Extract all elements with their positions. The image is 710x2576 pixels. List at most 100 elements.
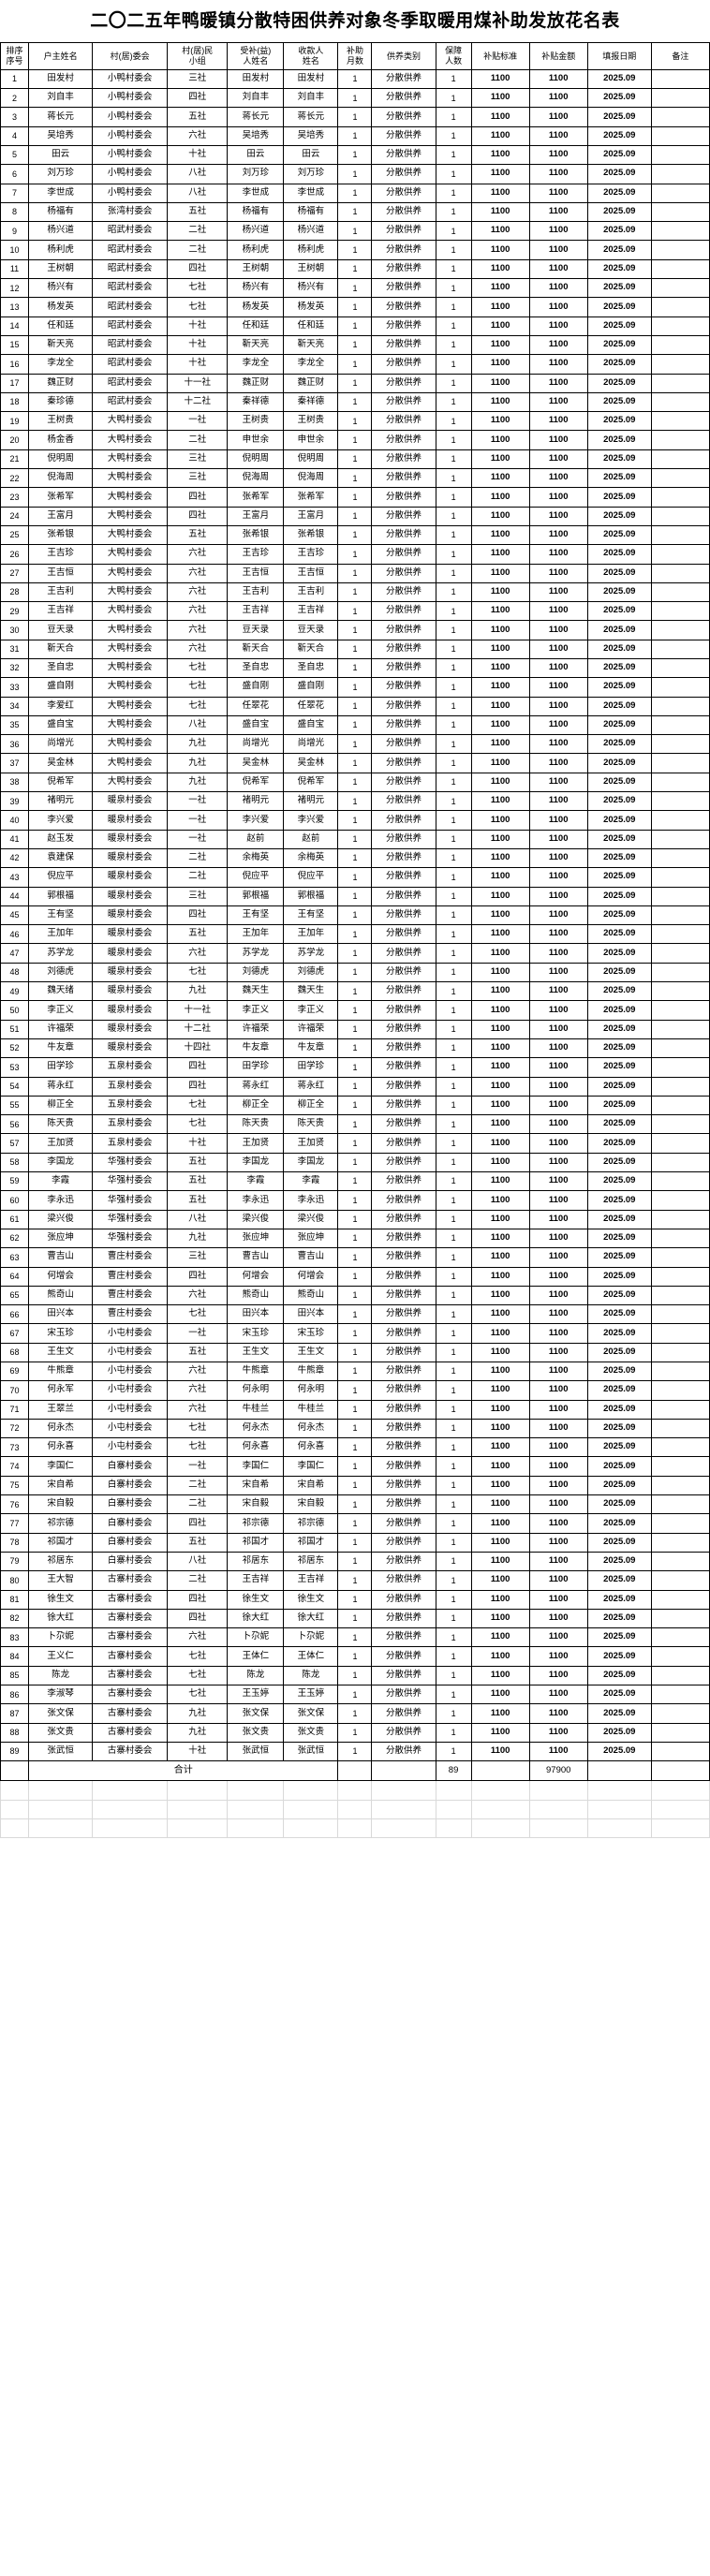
cell-date: 2025.09 bbox=[586, 506, 652, 526]
cell-group: 四社 bbox=[167, 1266, 229, 1287]
cell-type: 分散供养 bbox=[371, 1685, 436, 1705]
cell-bene: 张文贵 bbox=[227, 1722, 285, 1743]
cell-seq: 28 bbox=[0, 581, 30, 603]
empty-cell bbox=[650, 1781, 710, 1801]
cell-seq: 26 bbox=[0, 544, 30, 565]
cell-amt: 1100 bbox=[528, 1304, 588, 1325]
cell-date: 2025.09 bbox=[586, 411, 652, 432]
cell-type: 分散供养 bbox=[371, 1646, 436, 1667]
cell-house: 蒋永红 bbox=[28, 1076, 94, 1097]
cell-group: 十二社 bbox=[167, 1019, 229, 1039]
cell-group: 五社 bbox=[167, 524, 229, 546]
cell-amt: 1100 bbox=[528, 1323, 588, 1344]
cell-amt: 1100 bbox=[528, 468, 588, 489]
table-row: 21 倪明周 大鸭村委会 三社 倪明周 倪明周 1 分散供养 1 1100 1100 2025.09 bbox=[0, 449, 710, 470]
cell-people: 1 bbox=[435, 1057, 472, 1078]
cell-house: 王加年 bbox=[28, 924, 94, 945]
cell-house: 何永喜 bbox=[28, 1437, 94, 1458]
cell-note bbox=[650, 449, 710, 470]
cell-seq: 34 bbox=[0, 696, 30, 716]
cell-bene: 卜尕妮 bbox=[227, 1627, 285, 1648]
empty-cell bbox=[586, 1781, 652, 1801]
cell-bene: 何永明 bbox=[227, 1380, 285, 1401]
cell-payee: 王吉祥 bbox=[283, 1570, 339, 1591]
cell-seq: 59 bbox=[0, 1171, 30, 1192]
cell-bene: 倪希军 bbox=[227, 772, 285, 793]
cell-note bbox=[650, 1057, 710, 1078]
cell-house: 王加贤 bbox=[28, 1133, 94, 1154]
cell-vc: 大鸭村委会 bbox=[92, 449, 169, 470]
cell-seq: 22 bbox=[0, 468, 30, 489]
table-row: 19 王树贵 大鸭村委会 一社 王树贵 王树贵 1 分散供养 1 1100 1100 2025.09 bbox=[0, 411, 710, 432]
cell-house: 牛熊章 bbox=[28, 1361, 94, 1382]
cell-date: 2025.09 bbox=[586, 1285, 652, 1306]
cell-vc: 暖泉村委会 bbox=[92, 886, 169, 906]
cell-note bbox=[650, 1380, 710, 1401]
cell-vc: 暖泉村委会 bbox=[92, 943, 169, 964]
cell-payee: 柳正全 bbox=[283, 1095, 339, 1116]
cell-date: 2025.09 bbox=[586, 334, 652, 356]
cell-group: 三社 bbox=[167, 468, 229, 489]
empty-cell bbox=[28, 1818, 94, 1839]
cell-amt: 1100 bbox=[528, 1038, 588, 1059]
cell-payee: 盛自刚 bbox=[283, 677, 339, 698]
cell-people: 1 bbox=[435, 696, 472, 716]
cell-house: 秦珍德 bbox=[28, 391, 94, 413]
cell-people: 1 bbox=[435, 468, 472, 489]
cell-date: 2025.09 bbox=[586, 278, 652, 299]
cell-amt: 1100 bbox=[528, 1570, 588, 1591]
cell-group: 七社 bbox=[167, 1304, 229, 1325]
cell-date: 2025.09 bbox=[586, 1608, 652, 1629]
cell-months: 1 bbox=[337, 714, 373, 736]
cell-std: 1100 bbox=[470, 810, 530, 831]
table-row: 56 陈天贵 五泉村委会 七社 陈天贵 陈天贵 1 分散供养 1 1100 1100 2025.09 bbox=[0, 1114, 710, 1135]
cell-amt: 1100 bbox=[528, 1475, 588, 1496]
cell-note bbox=[650, 563, 710, 583]
cell-house: 盛自刚 bbox=[28, 677, 94, 698]
cell-payee: 蒋长元 bbox=[283, 107, 339, 127]
cell-type: 分散供养 bbox=[371, 1266, 436, 1287]
cell-note bbox=[650, 1722, 710, 1743]
empty-cell bbox=[586, 1800, 652, 1819]
cell-people: 1 bbox=[435, 201, 472, 223]
cell-people: 1 bbox=[435, 581, 472, 603]
cell-std: 1100 bbox=[470, 373, 530, 393]
table-row: 64 何增会 曹庄村委会 四社 何增会 何增会 1 分散供养 1 1100 1100 2025.09 bbox=[0, 1266, 710, 1287]
column-header-line2: 月数 bbox=[346, 55, 363, 66]
cell-vc: 古寨村委会 bbox=[92, 1589, 169, 1610]
cell-seq: 45 bbox=[0, 905, 30, 926]
cell-seq: 63 bbox=[0, 1247, 30, 1268]
cell-date: 2025.09 bbox=[586, 791, 652, 812]
cell-months: 1 bbox=[337, 524, 373, 546]
cell-bene: 杨福有 bbox=[227, 201, 285, 223]
cell-vc: 古寨村委会 bbox=[92, 1646, 169, 1667]
cell-type: 分散供养 bbox=[371, 1247, 436, 1268]
cell-type: 分散供养 bbox=[371, 1475, 436, 1496]
cell-months: 1 bbox=[337, 125, 373, 146]
cell-house: 靳天亮 bbox=[28, 334, 94, 356]
cell-amt: 1100 bbox=[528, 411, 588, 432]
empty-cell bbox=[528, 1781, 588, 1801]
cell-amt: 1100 bbox=[528, 677, 588, 698]
table-row: 39 褚明元 暖泉村委会 一社 褚明元 褚明元 1 分散供养 1 1100 1100 2025.09 bbox=[0, 791, 710, 812]
cell-months: 1 bbox=[337, 487, 373, 508]
cell-note bbox=[650, 791, 710, 812]
cell-people: 1 bbox=[435, 886, 472, 906]
cell-date: 2025.09 bbox=[586, 373, 652, 393]
cell-std: 1100 bbox=[470, 1741, 530, 1762]
cell-type: 分散供养 bbox=[371, 601, 436, 622]
cell-people: 1 bbox=[435, 905, 472, 926]
cell-std: 1100 bbox=[470, 1665, 530, 1686]
column-header-line2: 姓名 bbox=[302, 55, 319, 66]
cell-months: 1 bbox=[337, 1380, 373, 1401]
cell-months: 1 bbox=[337, 657, 373, 679]
cell-std: 1100 bbox=[470, 1247, 530, 1268]
cell-bene: 陈天贵 bbox=[227, 1114, 285, 1135]
cell-vc: 小屯村委会 bbox=[92, 1361, 169, 1382]
cell-date: 2025.09 bbox=[586, 1152, 652, 1173]
cell-type: 分散供养 bbox=[371, 1057, 436, 1078]
cell-bene: 徐大红 bbox=[227, 1608, 285, 1629]
cell-type: 分散供养 bbox=[371, 201, 436, 223]
empty-cell bbox=[337, 1781, 373, 1801]
cell-bene: 王吉珍 bbox=[227, 544, 285, 565]
